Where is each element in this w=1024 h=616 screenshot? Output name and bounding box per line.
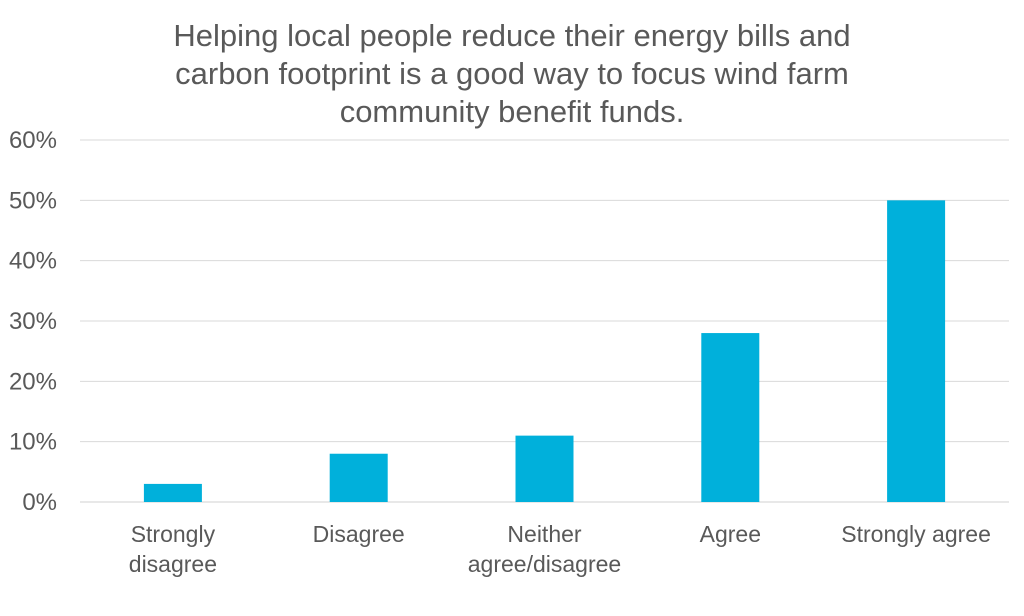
chart-title-line: carbon footprint is a good way to focus … bbox=[175, 56, 849, 91]
x-category-label: Agree bbox=[700, 521, 761, 547]
chart-title-line: community benefit funds. bbox=[340, 94, 685, 129]
bar bbox=[887, 200, 946, 503]
x-axis-category-labels: Strongly disagree Disagree Neither agree/dis… bbox=[129, 521, 991, 577]
y-tick-label: 50% bbox=[9, 187, 57, 214]
x-category-label: disagree bbox=[129, 551, 217, 577]
chart-title-line: Helping local people reduce their energy… bbox=[173, 18, 850, 53]
bar bbox=[701, 333, 760, 502]
y-tick-label: 10% bbox=[9, 429, 57, 456]
x-category-label: Strongly agree bbox=[841, 521, 991, 547]
chart-title: Helping local people reduce their energy… bbox=[173, 18, 850, 129]
y-tick-label: 0% bbox=[22, 489, 57, 516]
y-axis-tick-labels: 0% 10% 20% 30% 40% 50% 60% bbox=[9, 127, 57, 516]
gridlines bbox=[80, 139, 1009, 503]
bar bbox=[143, 483, 202, 502]
y-tick-label: 40% bbox=[9, 248, 57, 275]
x-category-label: Neither bbox=[507, 521, 581, 547]
y-tick-label: 60% bbox=[9, 127, 57, 154]
x-category-label: Strongly bbox=[131, 521, 216, 547]
y-tick-label: 20% bbox=[9, 368, 57, 395]
x-category-label: Disagree bbox=[313, 521, 405, 547]
bar bbox=[329, 453, 388, 502]
x-category-label: agree/disagree bbox=[468, 551, 621, 577]
y-tick-label: 30% bbox=[9, 308, 57, 335]
bars bbox=[143, 200, 946, 503]
bar bbox=[515, 435, 574, 502]
